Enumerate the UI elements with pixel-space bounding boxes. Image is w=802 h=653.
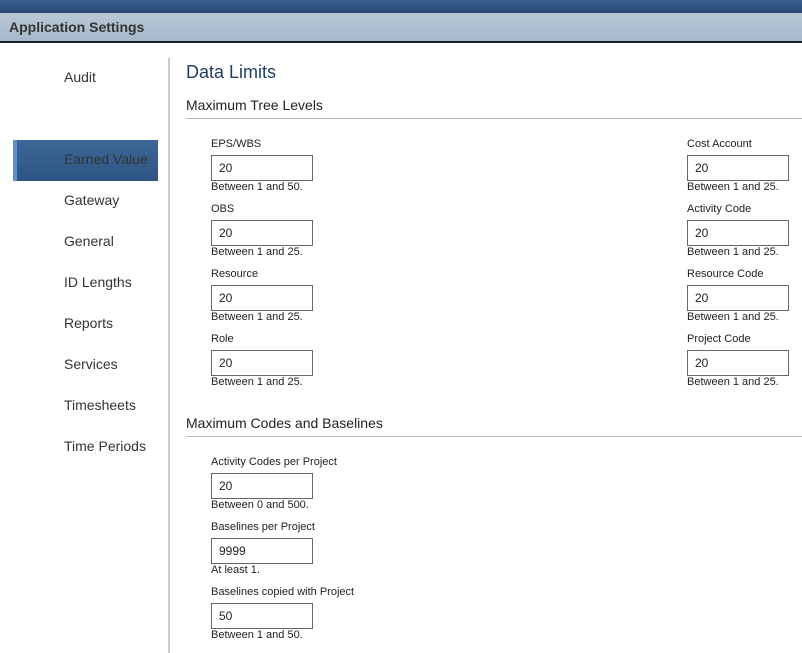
text-input[interactable]: 20 [687,155,789,181]
field-label: Activity Codes per Project [211,456,337,468]
text-input[interactable]: 20 [211,473,313,499]
text-input[interactable]: 9999 [211,538,313,564]
field-help: Between 1 and 50. [211,629,303,641]
nav-item[interactable]: Timesheets [64,397,136,413]
text-input[interactable]: 20 [211,220,313,246]
field-label: Role [211,333,234,345]
field-help: Between 1 and 25. [687,181,779,193]
divider [168,58,170,653]
section-line [186,436,802,437]
section-title: Maximum Codes and Baselines [186,415,383,431]
field-label: Activity Code [687,203,752,215]
nav-item[interactable]: ID Lengths [64,274,132,290]
page-title: Data Limits [186,62,277,82]
field-label: Cost Account [687,138,752,150]
header-bar: Application Settings [0,13,802,43]
section-title: Maximum Tree Levels [186,97,323,113]
text-input[interactable]: 20 [211,155,313,181]
field-label: Resource [211,268,259,280]
nav-item[interactable]: Services [64,356,118,372]
text-input[interactable]: 50 [211,603,313,629]
text-input[interactable]: 20 [211,285,313,311]
text-input[interactable]: 20 [687,350,789,376]
field-help: Between 1 and 25. [211,376,303,388]
section-line [186,118,802,119]
nav-selection [13,140,158,181]
text-input[interactable]: 20 [687,285,789,311]
nav-item[interactable]: Gateway [64,192,120,208]
field-help: Between 1 and 25. [687,246,779,258]
nav-item[interactable]: General [64,233,114,249]
field-label: EPS/WBS [211,138,262,150]
field-help: Between 1 and 25. [687,311,779,323]
field-help: Between 0 and 500. [211,499,309,511]
field-help: Between 1 and 25. [211,311,303,323]
field-help: At least 1. [211,564,260,576]
nav-item[interactable]: Time Periods [64,438,146,454]
top-bar [0,0,802,13]
field-label: OBS [211,203,235,215]
field-help: Between 1 and 25. [211,246,303,258]
header-title: Application Settings [9,19,145,35]
nav-item[interactable]: Audit [64,69,96,85]
nav-item[interactable]: Earned Value [64,151,148,167]
field-label: Baselines per Project [211,521,315,533]
field-help: Between 1 and 25. [687,376,779,388]
field-label: Resource Code [687,268,764,280]
text-input[interactable]: 20 [211,350,313,376]
field-help: Between 1 and 50. [211,181,303,193]
nav-item[interactable]: Reports [64,315,114,331]
text-input[interactable]: 20 [687,220,789,246]
field-label: Baselines copied with Project [211,586,355,598]
nav-item[interactable]: Data Limits [64,110,135,126]
field-label: Project Code [687,333,751,345]
